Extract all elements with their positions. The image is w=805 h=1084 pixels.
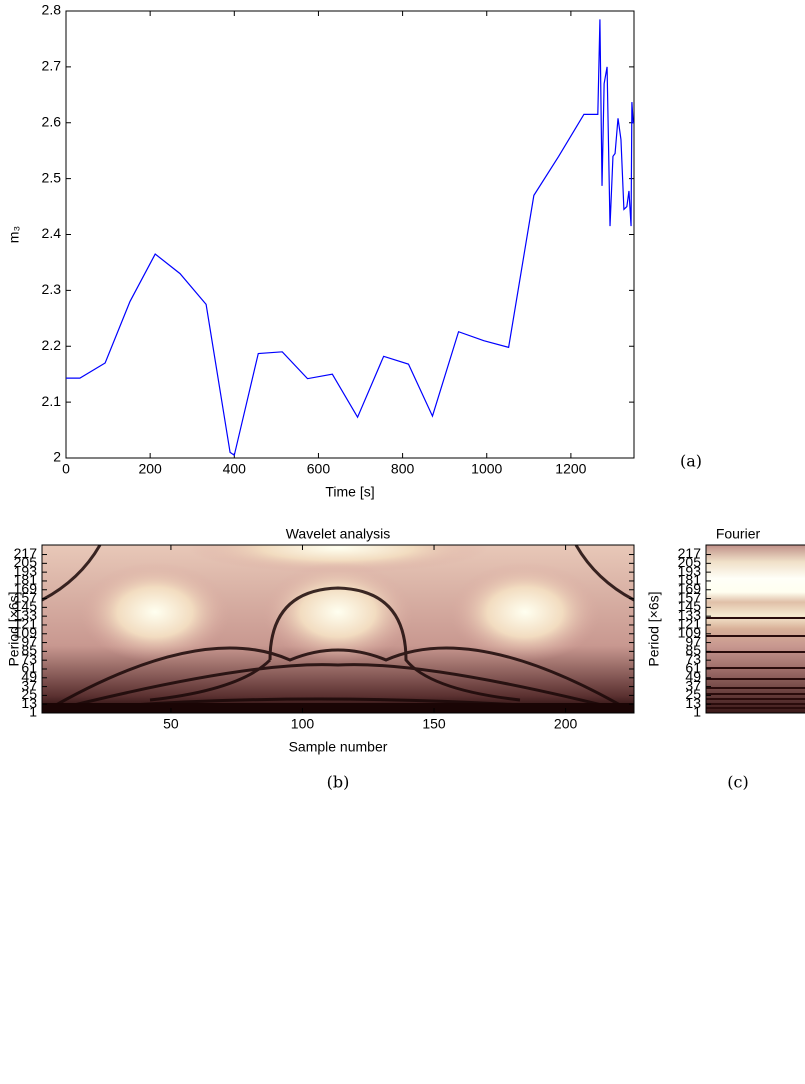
panel-label: (b) [327, 773, 350, 792]
y-tick-label: 205 [678, 554, 702, 570]
y-tick-label: 121 [678, 616, 702, 632]
y-tick-label: 2.1 [42, 393, 62, 409]
y-tick-label: 169 [678, 580, 702, 596]
y-tick-label: 157 [678, 589, 702, 605]
y-tick-label: 49 [21, 668, 37, 684]
y-tick-label: 145 [14, 598, 38, 614]
y-tick-label: 85 [685, 642, 701, 658]
y-tick-label: 13 [685, 695, 701, 711]
y-tick-label: 2 [53, 449, 61, 465]
x-tick-label: 1200 [555, 461, 586, 477]
y-tick-label: 2.6 [42, 113, 62, 129]
y-tick-label: 73 [21, 651, 37, 667]
y-tick-label: 1 [693, 704, 701, 720]
y-tick-label: 73 [685, 651, 701, 667]
x-tick-label: 100 [291, 716, 315, 732]
chart-title: Wavelet analysis [286, 526, 391, 542]
y-tick-label: 37 [21, 677, 37, 693]
y-tick-label: 1 [29, 704, 37, 720]
plot-frame [41, 544, 635, 714]
plot-frame [65, 10, 635, 459]
chart-title: Fourier [716, 526, 761, 542]
y-tick-label: 193 [678, 563, 702, 579]
y-tick-label: 13 [21, 695, 37, 711]
y-tick-label: 61 [21, 660, 37, 676]
x-tick-label: 50 [163, 716, 179, 732]
y-tick-label: 121 [14, 616, 38, 632]
y-tick-label: 157 [14, 589, 38, 605]
y-tick-label: 193 [14, 563, 38, 579]
wavelet-image [42, 545, 634, 713]
y-tick-label: 205 [14, 554, 38, 570]
y-tick-label: 181 [678, 572, 702, 588]
y-tick-label: 85 [21, 642, 37, 658]
y-tick-label: 25 [685, 686, 701, 702]
y-tick-label: 133 [14, 607, 38, 623]
y-tick-label: 109 [14, 624, 38, 640]
panel-label: (c) [727, 773, 748, 792]
x-tick-label: 600 [307, 461, 331, 477]
data-line [66, 19, 634, 457]
plot-frame [705, 544, 805, 714]
y-tick-label: 97 [685, 633, 701, 649]
x-tick-label: 200 [554, 716, 578, 732]
y-tick-label: 2.4 [42, 225, 62, 241]
y-axis-label: Period [×6s] [6, 591, 22, 666]
x-tick-label: 800 [391, 461, 415, 477]
y-tick-label: 2.8 [42, 2, 62, 18]
y-tick-label: 181 [14, 572, 38, 588]
panel-label: (a) [680, 452, 702, 471]
y-tick-label: 217 [678, 545, 702, 561]
y-tick-label: 25 [21, 686, 37, 702]
y-tick-label: 37 [685, 677, 701, 693]
x-tick-label: 400 [223, 461, 247, 477]
y-tick-label: 49 [685, 668, 701, 684]
x-tick-label: 200 [138, 461, 162, 477]
y-tick-label: 169 [14, 580, 38, 596]
y-tick-label: 2.2 [42, 337, 62, 353]
x-axis-label: Time [s] [325, 484, 374, 500]
y-axis-label: Period [×6s] [646, 591, 662, 666]
y-tick-label: 97 [21, 633, 37, 649]
fourier-image [706, 545, 805, 713]
y-tick-label: 61 [685, 660, 701, 676]
y-tick-label: 109 [678, 624, 702, 640]
y-tick-label: 2.7 [42, 58, 62, 74]
y-tick-label: 145 [678, 598, 702, 614]
y-tick-label: 2.3 [42, 281, 62, 297]
y-tick-label: 217 [14, 545, 38, 561]
y-axis-label: m₃ [6, 226, 22, 243]
x-tick-label: 1000 [471, 461, 502, 477]
y-tick-label: 2.5 [42, 169, 62, 185]
y-tick-label: 133 [678, 607, 702, 623]
x-tick-label: 0 [62, 461, 70, 477]
x-axis-label: Sample number [289, 739, 388, 755]
x-tick-label: 150 [422, 716, 446, 732]
